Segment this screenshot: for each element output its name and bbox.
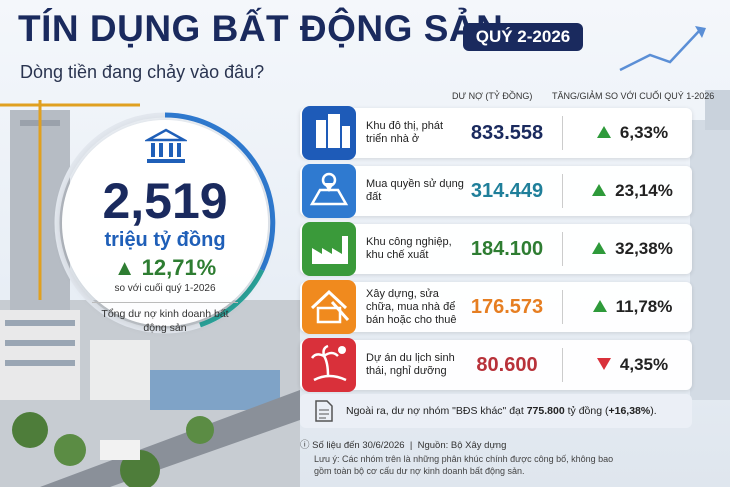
- row-change: 23,14%: [572, 166, 692, 216]
- row-label-text: Dự án du lịch sinh thái, nghỉ dưỡng: [366, 352, 455, 377]
- row-label-text: Khu công nghiệp, khu chế xuất: [366, 236, 452, 261]
- row-change: 11,78%: [572, 282, 692, 332]
- row-label-text: Mua quyền sử dụng đất: [366, 178, 464, 203]
- table-row: Khu công nghiệp, khu chế xuất 184.100 32,3…: [300, 222, 692, 276]
- up-arrow: [596, 126, 611, 138]
- note-change: +16,38%: [608, 405, 651, 417]
- change-value: 12,71%: [141, 255, 217, 280]
- summary-caption: Tổng dư nợ kinh doanh bất động sản: [92, 302, 238, 335]
- row-label: Khu đô thị, phát triển nhà ở: [366, 108, 466, 158]
- change-value: 23,14%: [615, 181, 673, 200]
- row-change: 4,35%: [572, 340, 692, 390]
- up-arrow: [592, 300, 607, 312]
- separator: [562, 290, 563, 324]
- category-icon: [302, 222, 356, 276]
- source: Nguồn: Bộ Xây dựng: [417, 440, 507, 451]
- table-row: Mua quyền sử dụng đất 314.449 23,14%: [300, 164, 692, 218]
- note-text: Ngoài ra, dư nợ nhóm "BĐS khác" đạt: [346, 405, 527, 417]
- row-label: Xây dựng, sửa chữa, mua nhà để bán hoặc …: [366, 282, 466, 332]
- note-text: tỷ đồng (: [564, 405, 609, 417]
- summary-circle: [62, 120, 268, 326]
- column-header: TĂNG/GIẢM SO VỚI CUỐI QUÝ 1-2026: [552, 91, 715, 101]
- separator: [562, 348, 563, 382]
- period-badge: QUÝ 2-2026: [463, 23, 583, 51]
- table-row: Khu đô thị, phát triển nhà ở 833.558 6,33%: [300, 106, 692, 160]
- row-value: 176.573: [470, 296, 544, 318]
- table-row: Dự án du lịch sinh thái, nghỉ dưỡng 80.60…: [300, 338, 692, 392]
- table-row: Xây dựng, sửa chữa, mua nhà để bán hoặc …: [300, 280, 692, 334]
- category-icon: [302, 280, 356, 334]
- note-box: Ngoài ra, dư nợ nhóm "BĐS khác" đạt 775.…: [300, 394, 692, 428]
- separator: [562, 232, 563, 266]
- subtitle: Dòng tiền đang chảy vào đâu?: [20, 62, 265, 82]
- change-value: 11,78%: [615, 297, 673, 316]
- category-icon: [302, 338, 356, 392]
- note-text: Ngoài ra, dư nợ nhóm "BĐS khác" đạt 775.…: [346, 405, 657, 417]
- total-value: 2,519: [102, 173, 228, 229]
- row-value: 833.558: [470, 122, 544, 144]
- change-note: so với cuối quý 1-2026: [114, 283, 216, 294]
- row-label-text: Khu đô thị, phát triển nhà ở: [366, 120, 444, 145]
- change-value: 32,38%: [615, 239, 673, 258]
- row-label: Khu công nghiệp, khu chế xuất: [366, 224, 466, 274]
- data-date: Số liệu đến 30/6/2026: [312, 440, 405, 451]
- up-arrow: [592, 242, 607, 254]
- separator: [562, 174, 563, 208]
- category-icon: [302, 164, 356, 218]
- row-change: 32,38%: [572, 224, 692, 274]
- title: TÍN DỤNG BẤT ĐỘNG SẢN: [18, 8, 504, 49]
- row-value: 80.600: [476, 354, 538, 376]
- bank-icon: [145, 128, 187, 163]
- source-line: ⓘ Số liệu đến 30/6/2026 | Nguồn: Bộ Xây …: [300, 440, 507, 451]
- disclaimer: Lưu ý: Các nhóm trên là những phân khúc …: [314, 454, 614, 476]
- category-icon: [302, 106, 356, 160]
- note-amount: 775.800: [526, 405, 565, 417]
- row-value: 184.100: [470, 238, 544, 260]
- row-label: Dự án du lịch sinh thái, nghỉ dưỡng: [366, 340, 466, 390]
- change-value: 6,33%: [619, 123, 669, 142]
- row-label: Mua quyền sử dụng đất: [366, 166, 466, 216]
- down-arrow: [596, 358, 611, 370]
- total-unit: triệu tỷ đồng: [104, 229, 226, 251]
- total-change: ▲ 12,71%: [62, 255, 268, 281]
- row-change: 6,33%: [572, 108, 692, 158]
- up-arrow: ▲: [113, 255, 142, 280]
- row-value: 314.449: [470, 180, 544, 202]
- separator: [562, 116, 563, 150]
- column-header: DƯ NỢ (TỶ ĐỒNG): [452, 91, 533, 101]
- document-icon: [315, 400, 333, 422]
- row-label-text: Xây dựng, sửa chữa, mua nhà để bán hoặc …: [366, 287, 457, 326]
- change-value: 4,35%: [619, 355, 669, 374]
- up-arrow: [592, 184, 607, 196]
- note-text: ).: [650, 405, 657, 417]
